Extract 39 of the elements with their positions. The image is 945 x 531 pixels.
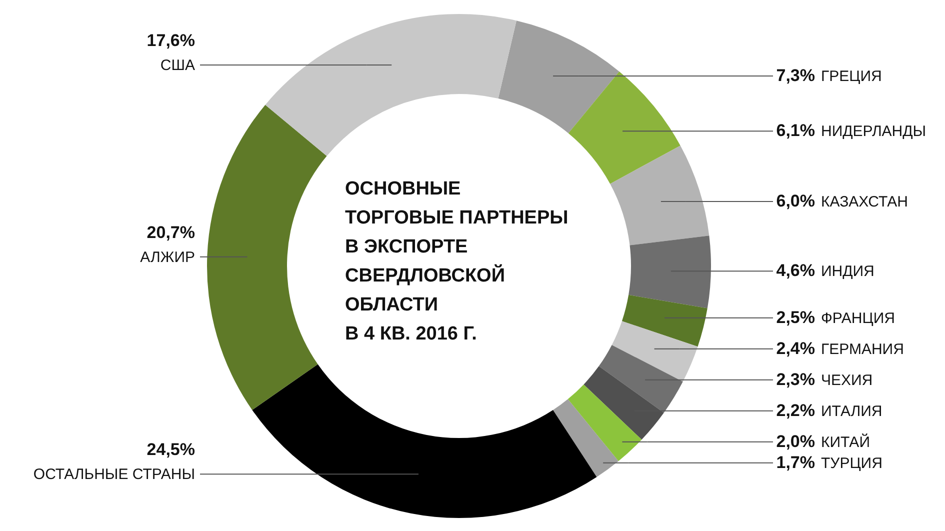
slice-label: АЛЖИР	[140, 248, 195, 266]
slice-label: ГЕРМАНИЯ	[821, 340, 904, 358]
data-label: 6,1%	[776, 121, 815, 140]
data-label: 20,7%	[146, 222, 195, 242]
slice-label: ИТАЛИЯ	[821, 402, 882, 420]
data-label: 24,5%	[146, 440, 195, 460]
data-label: 1,7%	[776, 452, 815, 472]
donut-slice	[628, 236, 711, 308]
data-label: 2,3%	[776, 370, 815, 389]
slice-label: ТУРЦИЯ	[821, 454, 882, 472]
slice-label: КАЗАХСТАН	[821, 193, 908, 210]
donut-slice	[498, 20, 620, 134]
text: ОСНОВНЫЕ ТОРГОВЫЕ ПАРТНЕРЫ В ЭКСПОРТЕ СВЕРДЛОВСКОЙ ОБЛАСТИ В 4 КВ. 2016 Г.	[345, 178, 568, 344]
slice-label: ФРАНЦИЯ	[821, 310, 895, 327]
slice-label: ГРЕЦИЯ	[821, 68, 882, 85]
slice-label: США	[160, 56, 195, 74]
data-label: 6,0%	[776, 191, 815, 210]
data-label: 2,0%	[776, 432, 815, 451]
donut-slice	[610, 146, 710, 246]
data-label: 2,5%	[776, 308, 815, 327]
data-label: 7,3%	[776, 66, 815, 85]
slice-label: ЧЕХИЯ	[821, 372, 873, 389]
donut-slice	[252, 364, 597, 518]
data-label: 17,6%	[146, 30, 195, 50]
donut-slice	[598, 344, 683, 413]
donut-slice	[265, 14, 516, 156]
donut-slice	[553, 399, 618, 478]
slice-label: КИТАЙ	[821, 432, 870, 451]
slice-label: ОСТАЛЬНЫЕ СТРАНЫ	[33, 466, 195, 484]
donut-slice	[568, 384, 642, 462]
data-label: 2,4%	[776, 338, 815, 358]
data-label: 2,2%	[776, 400, 815, 420]
donut-slice	[622, 294, 708, 347]
donut-slice	[207, 104, 327, 410]
donut-slice	[568, 72, 680, 184]
donut-slice	[612, 321, 698, 382]
slice-label: ИНДИЯ	[821, 263, 874, 280]
slice-label: НИДЕРЛАНДЫ	[821, 123, 926, 140]
data-label: 4,6%	[776, 261, 815, 280]
